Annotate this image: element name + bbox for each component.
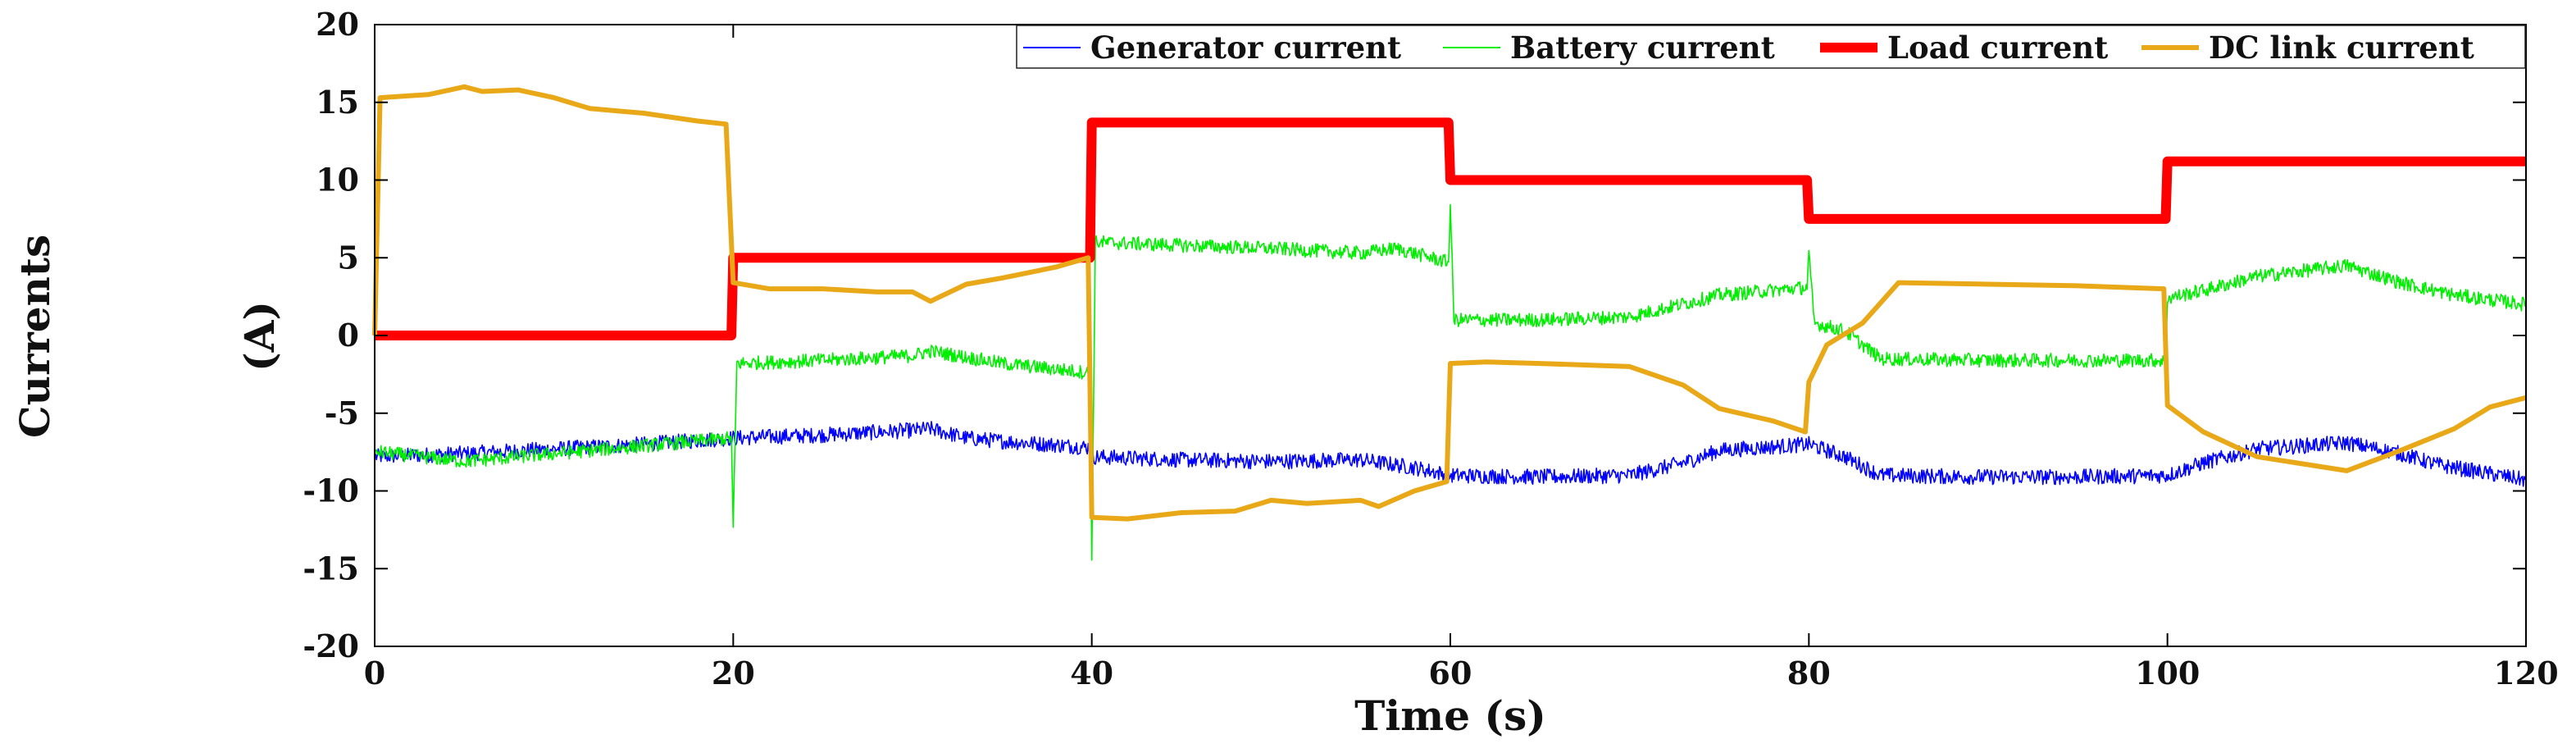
legend-label: Load current [1887, 30, 2108, 66]
x-tick-label: 120 [2493, 655, 2558, 691]
x-tick-label: 60 [1429, 655, 1472, 691]
y-tick-label: -10 [303, 472, 359, 509]
y-tick-label: 15 [316, 84, 359, 121]
series-dc-link-current [372, 84, 2527, 522]
legend-label: Generator current [1090, 30, 1401, 66]
side-label: Currents [11, 235, 59, 438]
y-tick-label: -20 [303, 628, 359, 664]
y-tick-label: 0 [338, 317, 359, 354]
series-layer [372, 84, 2527, 561]
series-battery-current [374, 203, 2527, 561]
legend-label: Battery current [1510, 30, 1775, 66]
legend-box [1016, 25, 2526, 69]
x-tick-label: 0 [364, 655, 385, 691]
y-axis-title: (A) [235, 301, 284, 372]
legend: Generator current Battery current Load cur… [1016, 25, 2526, 69]
legend-label: DC link current [2209, 30, 2474, 66]
x-tick-label: 80 [1787, 655, 1831, 691]
x-tick-label: 20 [712, 655, 755, 691]
y-tick-label: 10 [316, 162, 359, 199]
y-tick-label: 20 [316, 6, 359, 43]
legend-items: Generator current Battery current Load cur… [1023, 30, 2474, 66]
y-tick-label: -15 [303, 550, 359, 586]
y-tick-label: -5 [325, 395, 359, 431]
x-tick-label: 40 [1070, 655, 1113, 691]
tick-layer: 0 20 40 60 80 100 120 20 15 10 5 0 -5 -10 -15 -20 [303, 6, 2558, 691]
x-tick-label: 100 [2135, 655, 2200, 691]
x-axis-title: Time (s) [1354, 691, 1546, 740]
y-tick-label: 5 [338, 239, 359, 276]
series-generator-current [374, 421, 2527, 487]
